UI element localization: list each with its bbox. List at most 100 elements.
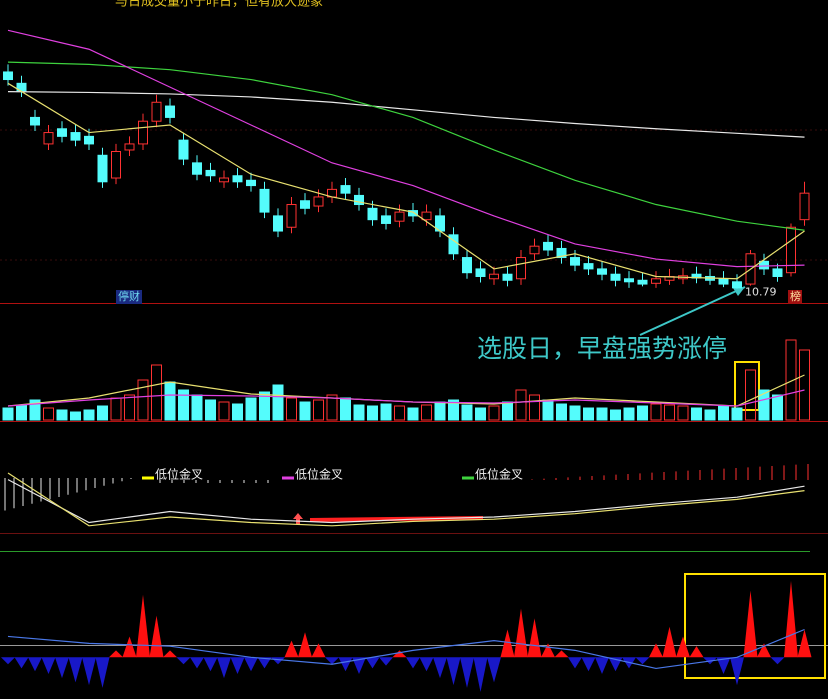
volume-bar <box>178 389 189 421</box>
volume-bar <box>29 399 41 421</box>
candle-body <box>786 226 796 274</box>
signal-label: 低位金叉 <box>475 467 523 482</box>
area-spike <box>109 650 123 658</box>
candle-body <box>651 278 661 284</box>
volume-bar <box>313 399 324 421</box>
candle-body <box>246 179 256 187</box>
area-spike <box>163 650 177 658</box>
candle-body <box>286 204 297 228</box>
area-spike <box>514 608 528 658</box>
volume-bar <box>83 409 95 421</box>
annotation-arrow <box>639 286 746 336</box>
volume-bar <box>529 394 540 421</box>
candle-body <box>138 120 148 145</box>
area-spike <box>730 657 744 686</box>
area-spike <box>554 650 569 658</box>
volume-bar <box>245 397 257 421</box>
area-spike <box>770 657 785 665</box>
area-spike <box>541 643 555 658</box>
volume-bar <box>583 407 594 421</box>
area-spike <box>446 657 461 686</box>
area-spike <box>41 657 56 674</box>
candle-body <box>354 194 364 206</box>
tag-label: 停财 <box>118 289 140 303</box>
area-spike <box>689 646 704 658</box>
area-spike <box>757 643 771 658</box>
area-spike <box>311 643 326 658</box>
volume-bar <box>677 405 689 421</box>
volume-bar <box>353 404 365 421</box>
area-spike <box>68 657 83 683</box>
candle-body <box>205 169 216 177</box>
volume-bar <box>205 399 216 421</box>
indicator-line <box>7 82 805 280</box>
area-spike <box>635 657 650 665</box>
volume-bar <box>380 403 392 421</box>
volume-bar <box>56 409 68 421</box>
area-spike <box>487 657 501 683</box>
candle-body <box>610 273 621 281</box>
area-spike <box>433 657 447 679</box>
area-spike <box>379 657 393 666</box>
indicator-line <box>7 29 805 268</box>
volume-bar <box>475 407 486 421</box>
volume-bar <box>259 391 270 421</box>
tag-label: 榜 <box>790 289 801 303</box>
volume-bar <box>515 389 527 421</box>
candle-body <box>759 260 769 270</box>
candle-body <box>3 71 13 81</box>
candle-body <box>772 268 783 277</box>
candle-body <box>300 200 310 209</box>
candle-body <box>111 151 121 179</box>
arrow-head <box>733 287 745 296</box>
volume-bar <box>596 407 608 421</box>
candle-body <box>151 101 162 122</box>
volume-bar <box>218 401 230 421</box>
signal-label: 低位金叉 <box>155 467 203 482</box>
volume-bar <box>758 389 770 421</box>
area-spike <box>325 657 339 665</box>
volume-bar <box>650 403 662 421</box>
volume-bar <box>772 394 783 421</box>
indicator-line <box>7 91 805 138</box>
signal-label: 低位金叉 <box>295 467 343 482</box>
candle-body <box>219 177 229 183</box>
volume-bar <box>691 407 702 421</box>
candle-body <box>367 207 378 221</box>
volume-bar <box>461 404 473 421</box>
candle-body <box>502 273 513 281</box>
volume-bar <box>718 405 729 421</box>
area-spike <box>136 594 150 658</box>
annotation: 选股日，早盘强势涨停 <box>477 334 727 363</box>
volume-bar <box>340 397 351 421</box>
volume-bar <box>70 411 81 421</box>
area-spike <box>230 657 245 674</box>
volume-bar <box>407 407 419 421</box>
candle-body <box>489 273 499 280</box>
volume-bar <box>164 381 176 421</box>
area-spike <box>595 657 609 674</box>
volume-bar <box>367 405 378 421</box>
volume-bar <box>799 349 810 421</box>
candle-body <box>408 210 418 217</box>
volume-bar <box>124 394 135 421</box>
volume-bar <box>623 407 635 421</box>
volume-bar <box>664 404 675 421</box>
candle-body <box>192 162 202 175</box>
candle-body <box>597 268 607 275</box>
candle-body <box>232 175 243 183</box>
area-spike <box>460 657 474 688</box>
volume-bar <box>785 339 797 421</box>
indicator-line <box>7 61 805 231</box>
volume-bar <box>569 405 581 421</box>
candle-body <box>394 211 405 222</box>
volume-bar <box>272 384 284 421</box>
area-spike <box>527 618 542 658</box>
volume-bar <box>542 399 554 421</box>
volume-bar <box>610 409 621 421</box>
area-spike <box>176 657 191 665</box>
area-spike <box>149 615 164 658</box>
volume-bar <box>448 399 459 421</box>
